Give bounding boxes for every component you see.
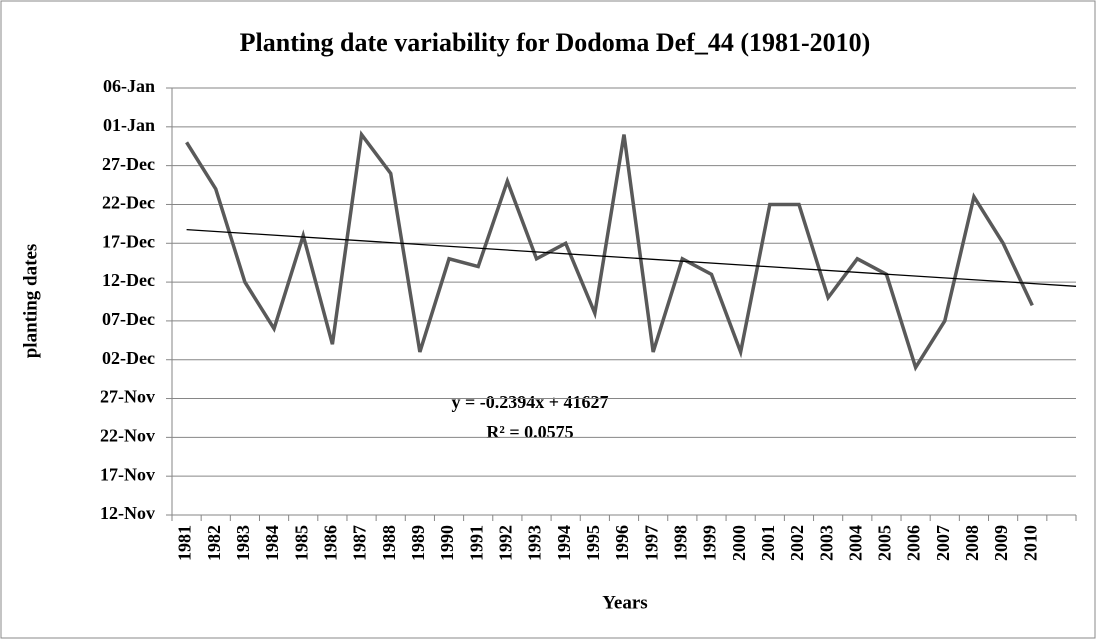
data-line — [185, 130, 1034, 372]
x-tick-label: 1981 — [175, 525, 195, 561]
x-tick-label: 1988 — [379, 525, 399, 561]
x-tick-label: 1989 — [408, 525, 428, 561]
x-tick-label: 1987 — [350, 525, 370, 561]
x-tick-label: 1991 — [466, 525, 486, 561]
x-tick-label: 2007 — [933, 525, 953, 561]
y-axis-label: planting dates — [20, 244, 41, 359]
y-tick-label: 17-Nov — [100, 464, 155, 484]
y-tick-label: 01-Jan — [103, 115, 155, 135]
y-tick-label: 12-Nov — [100, 503, 155, 523]
x-tick-label: 1998 — [670, 525, 690, 561]
y-tick-label: 27-Dec — [102, 154, 155, 174]
x-tick-label: 1995 — [583, 525, 603, 561]
trendline-r-squared: R² = 0.0575 — [486, 422, 573, 442]
y-tick-label: 06-Jan — [103, 76, 155, 96]
x-tick-label: 2002 — [787, 525, 807, 561]
y-tick-label: 02-Dec — [102, 348, 155, 368]
x-tick-label: 1984 — [262, 525, 282, 561]
y-tick-label: 27-Nov — [100, 387, 155, 407]
x-tick-label: 2008 — [962, 525, 982, 561]
y-tick-label: 22-Dec — [102, 193, 155, 213]
x-tick-label: 1993 — [525, 525, 545, 561]
y-tick-label: 17-Dec — [102, 231, 155, 251]
x-tick-label: 1999 — [700, 525, 720, 561]
y-tick-label: 22-Nov — [100, 425, 155, 445]
x-tick-label: 2003 — [816, 525, 836, 561]
x-tick-label: 2005 — [875, 525, 895, 561]
x-tick-label: 1997 — [641, 525, 661, 561]
x-tick-label: 1990 — [437, 525, 457, 561]
y-tick-label: 07-Dec — [102, 309, 155, 329]
x-tick-label: 2010 — [1020, 525, 1040, 561]
x-tick-label: 1982 — [204, 525, 224, 561]
x-tick-label: 2009 — [991, 525, 1011, 561]
x-tick-label: 1992 — [495, 525, 515, 561]
x-axis-label: Years — [602, 592, 647, 613]
x-tick-label: 1994 — [554, 525, 574, 561]
y-tick-label: 12-Dec — [102, 270, 155, 290]
x-tick-label: 2006 — [904, 525, 924, 561]
trendline — [186, 228, 1077, 287]
x-tick-label: 2000 — [729, 525, 749, 561]
x-tick-label: 1985 — [291, 525, 311, 561]
x-tick-label: 1983 — [233, 525, 253, 561]
chart-title: Planting date variability for Dodoma Def… — [240, 28, 871, 57]
x-tick-label: 1986 — [321, 525, 341, 561]
x-tick-label: 1996 — [612, 525, 632, 561]
trendline-equation: y = -0.2394x + 41627 — [451, 392, 608, 412]
x-tick-label: 2004 — [845, 525, 865, 561]
x-tick-label: 2001 — [758, 525, 778, 561]
